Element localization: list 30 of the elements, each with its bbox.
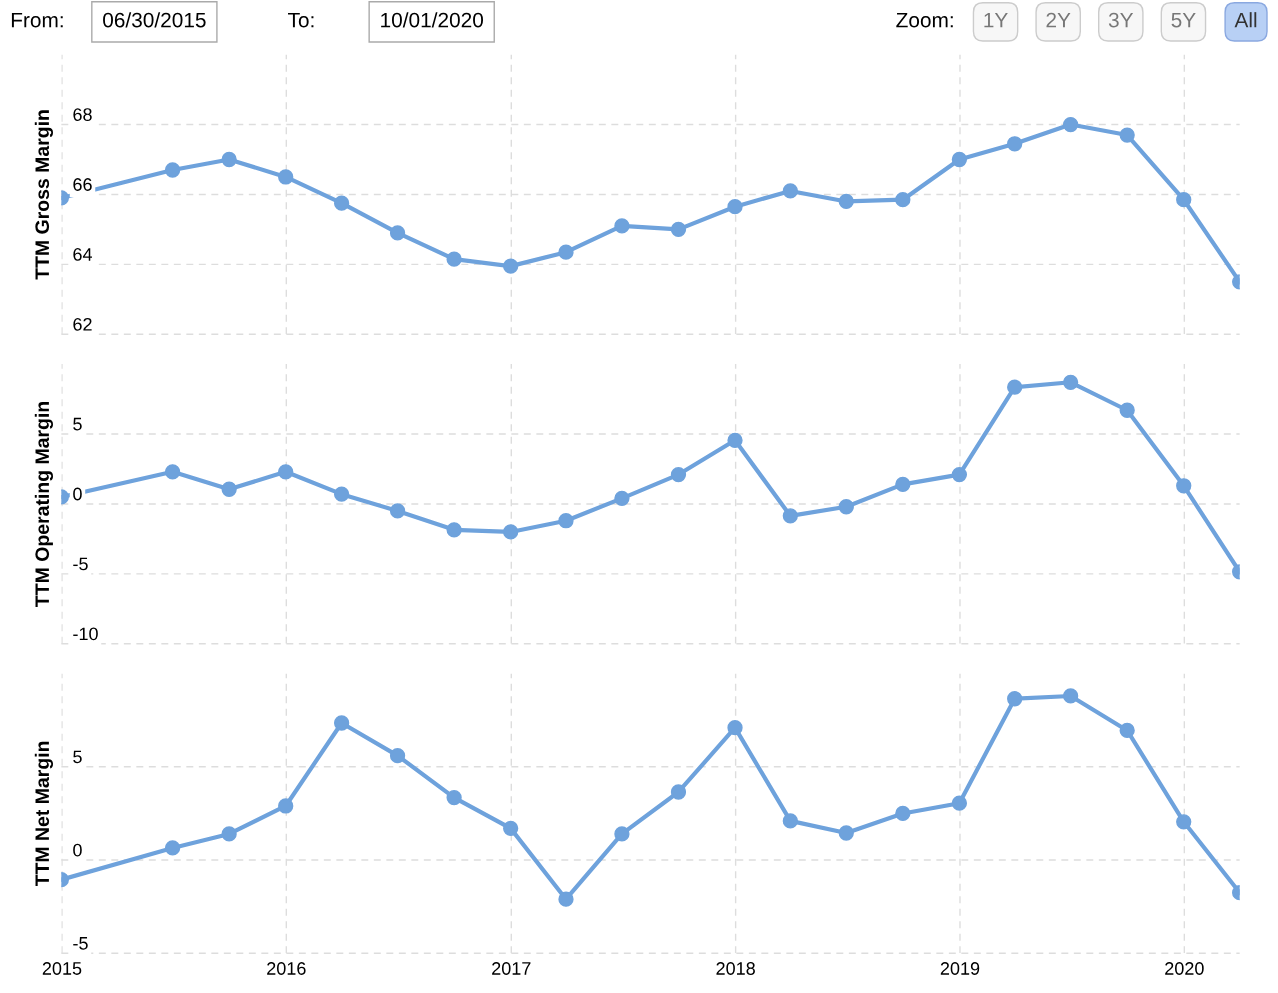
y-tick-label: 5 <box>73 417 82 431</box>
y-tick-label: 62 <box>73 317 92 331</box>
y-tick-label: 68 <box>73 108 92 121</box>
text: 06/30/2015 <box>103 12 206 28</box>
y-tick-label: -5 <box>73 937 88 950</box>
y-tick-label: 5 <box>73 750 82 764</box>
text: To: <box>288 12 314 28</box>
text: 2Y <box>1046 12 1071 28</box>
y-axis-title: TTM Gross Margin <box>34 110 54 280</box>
y-tick-label: 64 <box>73 248 93 261</box>
x-tick-label: 2018 <box>716 962 755 975</box>
text: Zoom: <box>896 12 953 28</box>
text: 10/01/2020 <box>381 12 484 28</box>
text: 3Y <box>1108 12 1134 28</box>
x-tick-label: 2020 <box>1165 962 1204 975</box>
x-tick-label: 2019 <box>940 962 980 975</box>
y-tick-label: 0 <box>73 843 82 857</box>
text: 5Y <box>1171 12 1196 28</box>
x-tick-label: 2017 <box>492 962 531 975</box>
y-tick-label: 66 <box>73 178 92 191</box>
x-tick-label: 2016 <box>267 962 306 975</box>
text: From: <box>11 12 63 28</box>
text: 1Y <box>984 12 1008 28</box>
y-axis-title: TTM Operating Margin <box>34 401 54 607</box>
y-tick-label: -5 <box>73 557 88 571</box>
y-tick-label: -10 <box>73 627 98 641</box>
y-axis-title: TTM Net Margin <box>34 741 54 887</box>
text: All <box>1234 12 1257 28</box>
y-tick-label: 0 <box>73 487 82 501</box>
x-tick-label: 2015 <box>42 962 82 975</box>
